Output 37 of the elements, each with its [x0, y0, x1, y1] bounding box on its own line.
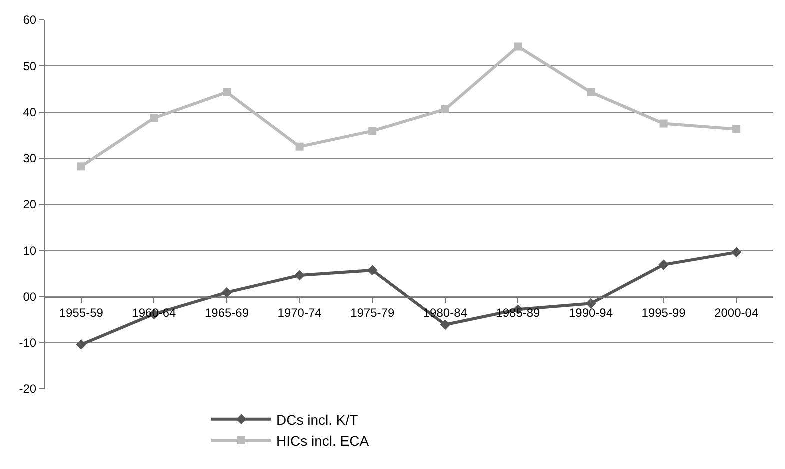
y-tick-label: 50	[23, 59, 37, 74]
x-tick-label: 1965-69	[204, 306, 250, 320]
x-tick-label: 1970-74	[278, 306, 322, 320]
y-tick-label: 10	[23, 244, 37, 258]
point	[514, 42, 522, 51]
y-tick-label: 60	[23, 13, 37, 28]
point	[586, 298, 596, 309]
point	[76, 340, 87, 350]
y-tick-label: 20	[23, 198, 37, 212]
x-tick-label: 1955-59	[59, 306, 104, 320]
point	[658, 260, 669, 270]
point	[223, 88, 231, 96]
point	[150, 114, 158, 122]
legend-label: HICs incl. ECA	[276, 433, 370, 450]
point	[368, 127, 377, 136]
y-tick-label: 30	[23, 152, 37, 166]
point	[440, 320, 451, 330]
point	[587, 88, 595, 96]
x-tick-label: 1975-79	[350, 306, 395, 320]
point	[367, 265, 378, 276]
x-tick-label: 2000-04	[714, 306, 759, 320]
point	[732, 125, 741, 134]
x-tick-label: 1985-89	[496, 306, 541, 320]
y-tick-label: 00	[23, 290, 37, 304]
point	[222, 287, 232, 298]
point	[731, 247, 742, 258]
point	[294, 270, 305, 281]
legend-label: DCs incl. K/T	[276, 412, 359, 428]
point	[77, 162, 86, 171]
point	[296, 142, 304, 151]
x-tick-label: 1995-99	[642, 306, 686, 320]
x-tick-label: 1990-94	[568, 306, 614, 320]
y-tick-label: 40	[23, 105, 37, 120]
point	[660, 120, 668, 128]
y-tick-label: -20	[19, 382, 37, 396]
point	[441, 105, 450, 114]
y-tick-label: -10	[19, 336, 37, 350]
